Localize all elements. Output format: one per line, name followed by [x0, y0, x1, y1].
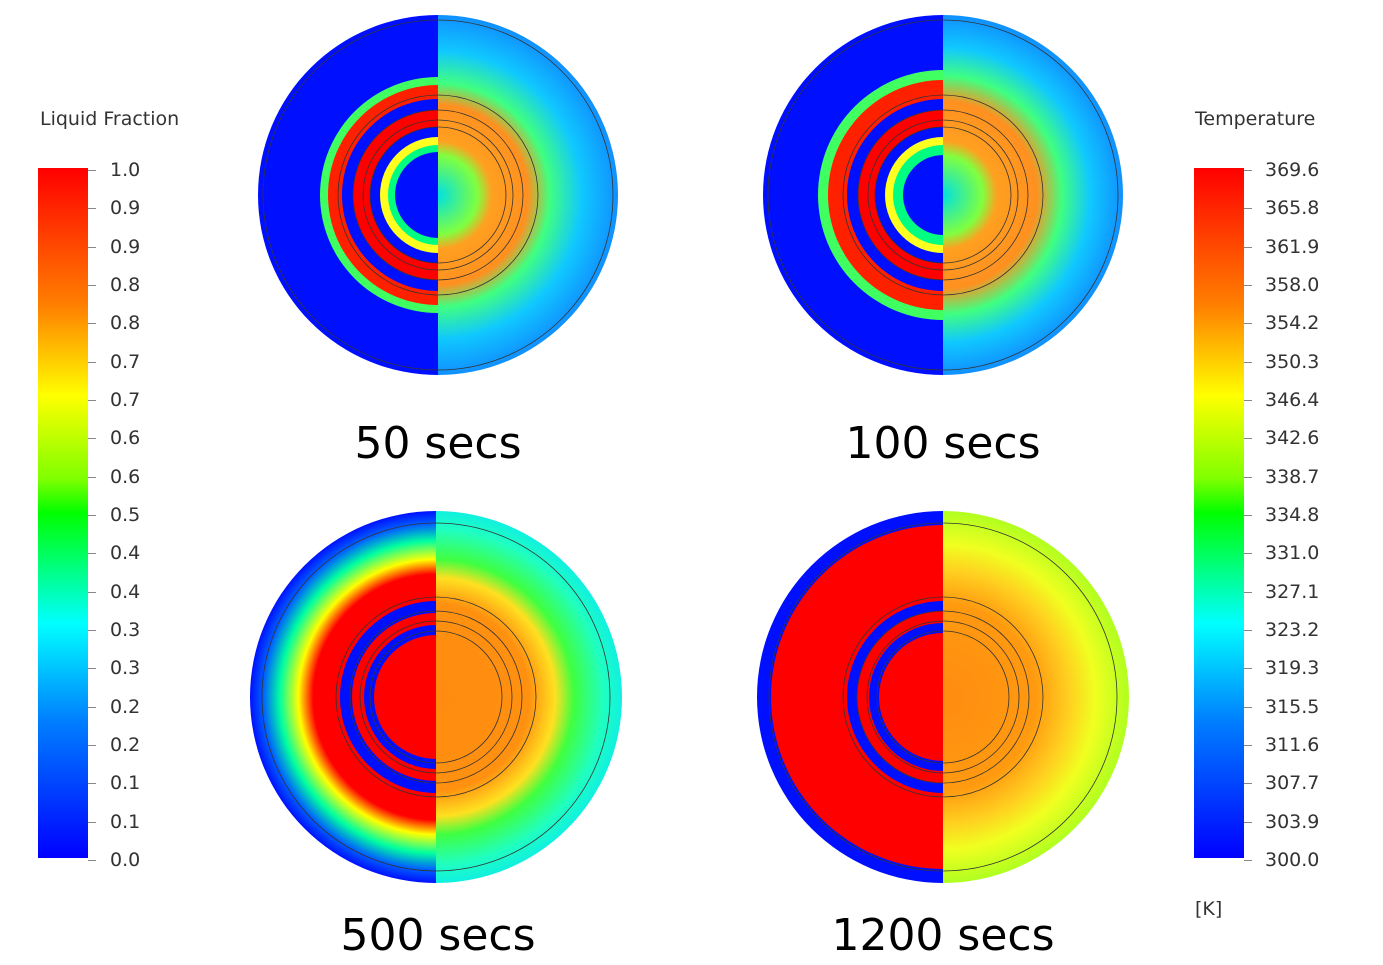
liquid-fraction-tick-mark	[88, 783, 96, 785]
liquid-fraction-tick-mark	[88, 591, 96, 593]
liquid-fraction-tick-mark	[88, 860, 96, 861]
liquid-fraction-tick-label: 0.3	[110, 657, 141, 680]
liquid-fraction-tick-label: 0.5	[110, 504, 141, 526]
temperature-legend: Temperature 369.6 365.8 361.9 358.0 354.2 350…	[1170, 0, 1383, 965]
liquid-fraction-tick-label: 0.4	[110, 542, 141, 565]
contour-plot-50s	[258, 15, 618, 375]
temperature-tick-mark	[1244, 170, 1252, 171]
liquid-fraction-tick-mark	[88, 706, 96, 708]
temperature-tick-mark	[1244, 745, 1252, 746]
panel-50s: 50 secs	[248, 0, 628, 480]
liquid-fraction-tick-mark	[88, 400, 96, 401]
temperature-tick-label: 303.9	[1265, 810, 1320, 833]
temperature-unit: [K]	[1195, 898, 1223, 920]
liquid-fraction-tick-label: 0.9	[110, 197, 141, 220]
temperature-tick-label: 311.6	[1265, 734, 1320, 756]
temperature-tick-mark	[1244, 630, 1252, 631]
liquid-fraction-tick-mark	[88, 438, 96, 440]
liquid-fraction-tick-label: 0.1	[110, 772, 141, 795]
temperature-tick-mark	[1244, 246, 1252, 248]
liquid-fraction-legend-title: Liquid Fraction	[40, 108, 180, 130]
liquid-fraction-tick-mark	[88, 630, 96, 631]
temperature-tick-mark	[1244, 821, 1252, 823]
temperature-tick-label: 354.2	[1265, 312, 1320, 335]
temperature-tick-label: 365.8	[1265, 197, 1320, 220]
temperature-tick-mark	[1244, 438, 1252, 440]
temperature-tick-mark	[1244, 323, 1252, 325]
temperature-tick-label: 346.4	[1265, 389, 1320, 411]
liquid-fraction-color-bar	[38, 168, 88, 858]
panel-1200s: 1200 secs	[753, 505, 1133, 965]
liquid-fraction-tick-label: 0.3	[110, 619, 141, 641]
liquid-fraction-tick-label: 1.0	[110, 159, 141, 181]
liquid-fraction-tick-label: 0.9	[110, 235, 141, 258]
panel-100s: 100 secs	[753, 0, 1133, 480]
temperature-tick-mark	[1244, 668, 1252, 670]
liquid-fraction-tick-label: 0.6	[110, 465, 141, 488]
liquid-fraction-tick-mark	[88, 208, 96, 210]
liquid-fraction-tick-label: 0.2	[110, 695, 141, 718]
liquid-fraction-tick-label: 0.7	[110, 350, 141, 373]
temperature-tick-mark	[1244, 476, 1252, 478]
temperature-tick-label: 315.5	[1265, 695, 1320, 718]
panel-label-50s: 50 secs	[354, 418, 522, 469]
temperature-tick-label: 350.3	[1265, 350, 1320, 373]
temperature-tick-mark	[1244, 783, 1252, 785]
temperature-tick-label: 307.7	[1265, 772, 1320, 795]
panel-label-1200s: 1200 secs	[831, 910, 1055, 961]
temperature-tick-mark	[1244, 361, 1252, 363]
temperature-tick-label: 338.7	[1265, 465, 1320, 488]
contour-plot-100s	[763, 15, 1123, 375]
temperature-tick-mark	[1244, 553, 1252, 555]
liquid-fraction-tick-mark	[88, 285, 96, 286]
panel-500s: 500 secs	[248, 505, 628, 965]
temperature-tick-mark	[1244, 860, 1252, 861]
liquid-fraction-tick-mark	[88, 361, 96, 363]
liquid-fraction-tick-mark	[88, 515, 96, 516]
liquid-fraction-tick-label: 0.6	[110, 427, 141, 450]
panel-label-100s: 100 secs	[845, 418, 1041, 469]
liquid-fraction-tick-mark	[88, 668, 96, 670]
panel-label-500s: 500 secs	[340, 910, 536, 961]
liquid-fraction-tick-mark	[88, 553, 96, 555]
temperature-tick-label: 300.0	[1265, 849, 1320, 871]
liquid-fraction-tick-mark	[88, 476, 96, 478]
temperature-tick-label: 327.1	[1265, 580, 1320, 603]
temperature-tick-mark	[1244, 515, 1252, 516]
liquid-fraction-tick-label: 0.8	[110, 312, 141, 335]
liquid-fraction-tick-label: 0.8	[110, 274, 141, 296]
liquid-fraction-tick-label: 0.2	[110, 734, 141, 756]
temperature-tick-mark	[1244, 400, 1252, 401]
temperature-tick-label: 369.6	[1265, 159, 1320, 181]
liquid-fraction-tick-label: 0.0	[110, 849, 141, 871]
contour-plot-500s	[250, 511, 622, 883]
temperature-tick-label: 331.0	[1265, 542, 1320, 565]
liquid-fraction-tick-mark	[88, 170, 96, 171]
temperature-tick-mark	[1244, 706, 1252, 708]
temperature-tick-label: 361.9	[1265, 235, 1320, 258]
temperature-legend-title: Temperature	[1195, 108, 1316, 130]
temperature-color-bar	[1194, 168, 1244, 858]
liquid-fraction-tick-mark	[88, 323, 96, 325]
temperature-tick-mark	[1244, 208, 1252, 210]
liquid-fraction-tick-label: 0.1	[110, 810, 141, 833]
liquid-fraction-tick-mark	[88, 821, 96, 823]
temperature-tick-label: 323.2	[1265, 619, 1320, 641]
liquid-fraction-tick-mark	[88, 246, 96, 248]
temperature-tick-label: 334.8	[1265, 504, 1320, 526]
liquid-fraction-legend: Liquid Fraction 1.0 0.9 0.9 0.8 0.8 0.7 0.7 0.6…	[0, 0, 220, 965]
liquid-fraction-tick-label: 0.4	[110, 580, 141, 603]
temperature-tick-label: 342.6	[1265, 427, 1320, 450]
liquid-fraction-tick-label: 0.7	[110, 389, 141, 411]
temperature-tick-mark	[1244, 591, 1252, 593]
temperature-tick-mark	[1244, 285, 1252, 286]
temperature-tick-label: 319.3	[1265, 657, 1320, 680]
temperature-tick-label: 358.0	[1265, 274, 1320, 296]
liquid-fraction-tick-mark	[88, 745, 96, 746]
contour-plot-1200s	[757, 511, 1129, 883]
